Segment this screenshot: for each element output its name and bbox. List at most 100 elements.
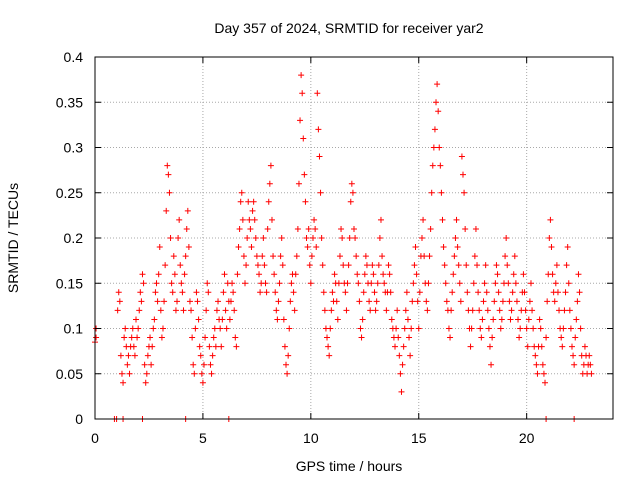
y-tick-label: 0.15 [56,275,83,291]
data-point [406,334,413,341]
data-point [262,280,269,287]
data-point [307,280,314,287]
data-point [288,280,295,287]
data-point [185,244,192,251]
data-point [556,307,563,314]
data-point [154,298,161,305]
data-point [131,352,138,359]
data-point [468,325,475,332]
data-point [251,216,258,223]
data-point [480,298,487,305]
data-point [121,334,128,341]
data-point [477,325,484,332]
data-point [361,271,368,278]
data-point [186,298,193,305]
data-point [311,216,318,223]
data-point [431,126,438,133]
y-tick-label: 0.05 [56,366,83,382]
y-tick-label: 0.4 [64,49,84,65]
data-point [507,316,514,323]
data-point [457,298,464,305]
data-point [404,316,411,323]
data-point [441,262,448,269]
y-tick-label: 0.1 [64,321,84,337]
data-point [549,271,556,278]
y-tick-label: 0.2 [64,230,84,246]
data-point [411,262,418,269]
data-point [286,325,293,332]
data-point [586,352,593,359]
data-point [148,361,155,368]
y-tick-label: 0.25 [56,185,83,201]
data-point [523,325,530,332]
data-point [360,289,367,296]
data-point [195,316,202,323]
data-point [178,280,185,287]
data-point [354,271,361,278]
data-point [546,235,553,241]
data-point [551,298,558,305]
data-point [462,225,469,232]
data-point [176,216,183,223]
data-point [469,307,476,314]
data-point [137,289,144,296]
data-point [544,298,551,305]
data-point [204,280,211,287]
data-point [191,370,198,377]
data-point [238,189,245,196]
data-point [565,280,572,287]
data-point [511,253,518,260]
data-point [280,316,287,323]
data-point [554,289,561,296]
data-point [218,343,225,350]
data-point [266,180,273,187]
data-point [207,361,214,368]
data-point [172,307,179,314]
data-point [149,343,156,350]
data-point [217,325,224,332]
data-point [261,262,268,269]
data-point [437,162,444,169]
data-point [403,289,410,296]
data-point [548,244,555,251]
data-point [566,307,573,314]
data-point [512,280,519,287]
data-point [386,271,393,278]
data-point [159,325,166,332]
data-point [249,207,256,214]
data-point [232,334,239,341]
data-point [420,216,427,223]
data-point [118,370,125,377]
data-point [527,280,534,287]
data-point [440,244,447,251]
data-point [387,289,394,296]
data-point [144,352,151,359]
data-point [314,90,321,97]
data-point [136,307,143,314]
data-point [114,307,121,314]
data-point [575,271,582,278]
data-point [499,298,506,305]
data-point [297,117,304,124]
data-point [240,253,247,260]
data-point [284,370,291,377]
data-point [424,307,431,314]
data-point [143,370,150,377]
data-point [438,189,445,196]
data-point [543,334,550,341]
data-point [572,334,579,341]
data-point [398,388,405,395]
data-point [571,361,578,368]
data-point [530,325,537,332]
data-point [345,262,352,269]
data-point [181,271,188,278]
data-point [537,325,544,332]
data-point [158,334,165,341]
data-point [485,325,492,332]
data-point [522,307,529,314]
data-point [413,271,420,278]
data-point [168,280,175,287]
data-point [128,334,135,341]
data-point [325,343,332,350]
